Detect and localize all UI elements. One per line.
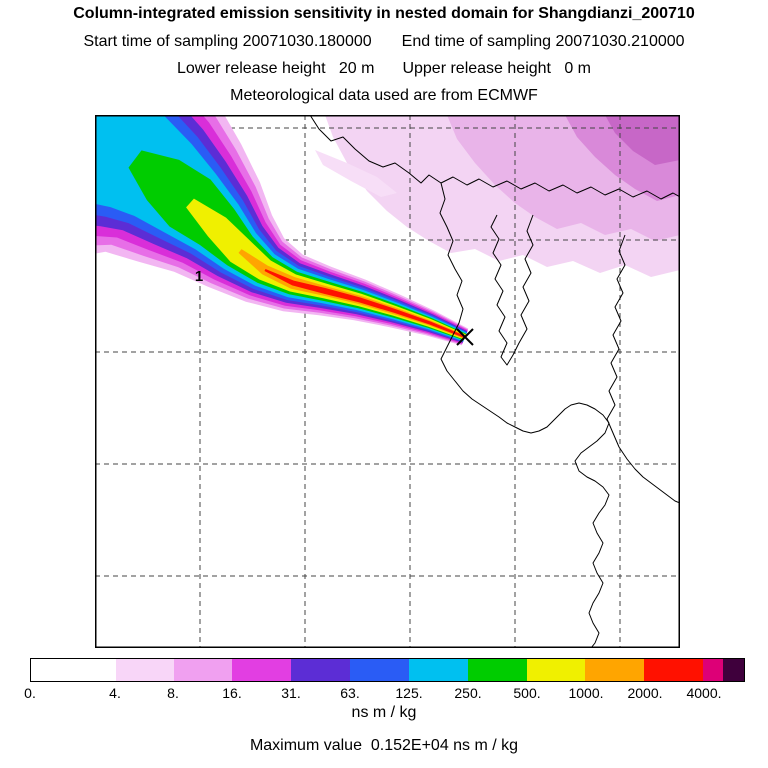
colorbar-segment <box>173 659 233 681</box>
release-point-marker-icon <box>456 328 474 346</box>
colorbar-tick-label: 500. <box>513 685 541 701</box>
colorbar-segment <box>408 659 468 681</box>
colorbar-segment <box>291 659 351 681</box>
shade-regions <box>315 115 680 277</box>
sampling-time-line: Start time of sampling 20071030.180000 E… <box>0 33 768 51</box>
upper-release-height-label: Upper release height 0 m <box>402 60 591 77</box>
colorbar-tick-label: 4000. <box>686 685 722 701</box>
plot-title: Column-integrated emission sensitivity i… <box>73 5 695 22</box>
plume <box>95 115 469 346</box>
colorbar-segment <box>115 659 174 681</box>
release-height-line: Lower release height 20 m Upper release … <box>0 60 768 78</box>
colorbar-tick-label: 16. <box>222 685 242 701</box>
colorbar-segment <box>585 659 645 681</box>
colorbar-tick-label: 1000. <box>568 685 604 701</box>
colorbar-unit-label: ns m / kg <box>351 704 417 721</box>
colorbar-tick-label: 250. <box>454 685 482 701</box>
colorbar-tick-label: 125. <box>395 685 423 701</box>
max-value-label: Maximum value 0.152E+04 ns m / kg <box>249 737 519 754</box>
colorbar-wrap: 0. 4. 8. 16. 31. 63. 125. 250. 500. 1000. 2000. 400… <box>24 658 745 701</box>
colorbar-segment <box>31 659 116 681</box>
colorbar-segment <box>526 659 586 681</box>
lower-release-height-label: Lower release height 20 m <box>177 60 375 77</box>
colorbar-segment <box>644 659 704 681</box>
start-time-label: Start time of sampling 20071030.180000 <box>83 33 372 50</box>
map-frame <box>95 115 680 648</box>
colorbar-segment <box>350 659 409 681</box>
grid-lines <box>95 115 680 648</box>
end-time-label: End time of sampling 20071030.210000 <box>401 33 685 50</box>
colorbar <box>30 658 745 682</box>
map-plot: 1 <box>95 115 680 648</box>
colorbar-segment <box>467 659 527 681</box>
colorbar-ticks: 0. 4. 8. 16. 31. 63. 125. 250. 500. 1000. 2000. 400… <box>24 682 745 701</box>
colorbar-tick-label: 8. <box>167 685 179 701</box>
colorbar-tick-label: 63. <box>340 685 360 701</box>
map-svg: 1 <box>95 115 680 648</box>
colorbar-segment <box>723 659 744 681</box>
met-data-label: Meteorological data used are from ECMWF <box>230 87 538 104</box>
colorbar-tick-label: 4. <box>109 685 121 701</box>
plume-contour-label: 1 <box>195 268 203 285</box>
colorbar-segment <box>703 659 723 681</box>
coastlines <box>309 115 680 648</box>
colorbar-tick-label: 31. <box>281 685 301 701</box>
colorbar-segment <box>232 659 292 681</box>
colorbar-tick-label: 2000. <box>627 685 663 701</box>
colorbar-tick-label: 0. <box>24 685 36 701</box>
